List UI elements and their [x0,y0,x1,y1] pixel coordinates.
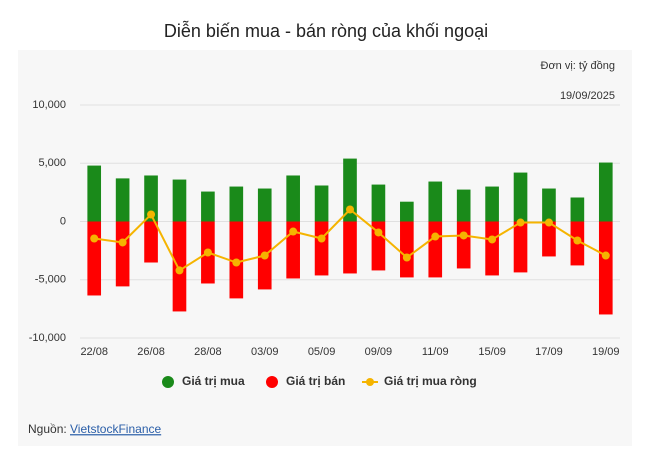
bar [513,221,528,273]
bar [257,188,272,222]
x-tick-label: 09/09 [365,346,393,358]
net-point [289,227,298,236]
net-point [459,231,468,240]
bar [570,197,585,222]
source-link[interactable]: VietstockFinance [70,422,161,436]
x-tick-label: 17/09 [535,346,563,358]
bar [485,186,499,222]
date-note: 19/09/2025 [560,90,615,102]
net-point [260,251,269,260]
net-point [488,235,497,244]
net-point [147,210,156,219]
net-point [90,234,99,243]
bar [343,221,357,274]
y-tick-label: 5,000 [38,157,66,169]
bar [428,181,443,222]
net-point [175,266,184,275]
bar [456,221,471,269]
net-point [374,228,383,237]
x-tick-label: 11/09 [422,346,449,358]
bar [314,221,329,276]
y-tick-label: 0 [60,215,66,227]
x-tick-label: 15/09 [478,346,506,358]
net-point [346,205,354,214]
bar [513,172,528,222]
net-point [516,218,525,227]
bar [400,221,414,278]
bar [400,201,414,222]
x-tick-label: 28/08 [194,346,222,358]
bar [144,221,158,263]
bar [115,221,130,287]
bar [485,221,499,276]
net-point [573,236,582,245]
x-tick-label: 22/08 [80,346,108,358]
bar [428,221,443,278]
bar [201,191,215,222]
y-tick-label: 10,000 [32,99,66,111]
x-tick-label: 26/08 [137,346,165,358]
legend-marker [162,376,174,388]
legend-marker [266,376,278,388]
net-point [544,218,553,227]
bar [172,179,187,222]
legend-label: Giá trị bán [286,374,345,388]
net-point [402,253,411,262]
bar [456,189,471,222]
bar [314,185,329,222]
bar [286,221,300,279]
net-point [232,258,241,267]
source-label: Nguồn: [28,422,67,436]
bar [598,221,613,315]
y-tick-label: -10,000 [29,332,66,344]
y-tick-label: -5,000 [35,274,66,286]
bar [542,188,556,222]
legend-marker [366,378,374,386]
chart-title: Diễn biến mua - bán ròng của khối ngoại [164,20,488,41]
bar [286,175,300,222]
bar [115,178,130,222]
x-tick-label: 03/09 [251,346,279,358]
net-point [317,234,326,243]
bar [87,165,102,222]
x-tick-label: 05/09 [308,346,336,358]
legend-label: Giá trị mua ròng [384,374,477,388]
bar [542,221,556,257]
bar [229,186,244,222]
bar [144,175,158,222]
bar [343,158,357,222]
net-point [601,251,610,260]
net-point [118,238,127,247]
net-point [431,232,440,241]
bar [371,184,386,222]
net-point [203,248,212,257]
bar [598,162,613,222]
legend-label: Giá trị mua [182,374,245,388]
x-tick-label: 19/09 [592,346,620,358]
unit-note: Đơn vị: tỷ đồng [541,60,615,72]
bar [87,221,102,296]
